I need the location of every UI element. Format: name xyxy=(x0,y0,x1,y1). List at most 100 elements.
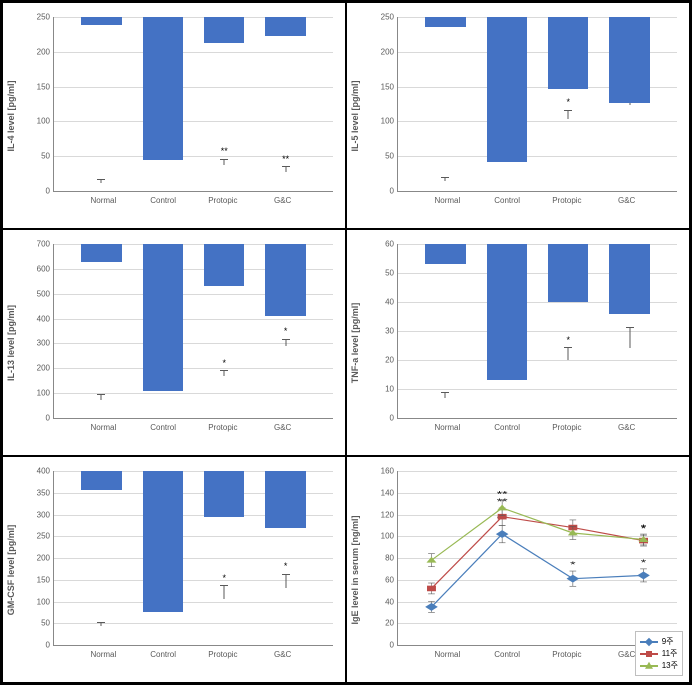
y-tick-label: 50 xyxy=(24,619,50,628)
y-tick-label: 100 xyxy=(368,532,394,541)
y-tick-label: 250 xyxy=(24,532,50,541)
error-cap xyxy=(626,327,634,328)
bar-g&c xyxy=(265,244,306,316)
panel-ige: 020406080100120140160**********IgE level… xyxy=(346,456,690,683)
error-cap xyxy=(97,179,105,180)
y-tick-label: 50 xyxy=(24,152,50,161)
bar-g&c xyxy=(265,471,306,528)
legend-label: 9주 xyxy=(662,636,674,647)
error-bar xyxy=(101,180,102,183)
y-tick-label: 0 xyxy=(24,641,50,650)
y-tick-label: 200 xyxy=(24,47,50,56)
x-tick-label: Normal xyxy=(418,423,478,445)
bar-normal xyxy=(81,17,122,25)
y-tick-label: 300 xyxy=(24,510,50,519)
x-tick-label: Normal xyxy=(74,196,134,218)
bar-protopic xyxy=(548,17,589,89)
x-tick-label: Protopic xyxy=(193,650,253,672)
error-cap xyxy=(441,177,449,178)
legend-label: 13주 xyxy=(662,660,678,671)
error-bar xyxy=(101,623,102,626)
y-axis-label: IL-5 level [pg/ml] xyxy=(350,80,360,151)
error-bar xyxy=(224,371,225,376)
y-axis-label: TNF-a level [pg/ml] xyxy=(350,302,360,383)
error-cap xyxy=(220,585,228,586)
error-cap xyxy=(97,394,105,395)
x-tick-label: G&C xyxy=(253,650,313,672)
figure-grid: 050100150200250******IL-4 level [pg/ml]N… xyxy=(0,0,692,685)
y-tick-label: 150 xyxy=(24,82,50,91)
error-bar xyxy=(568,111,569,119)
error-cap xyxy=(564,347,572,348)
y-tick-label: 700 xyxy=(24,240,50,249)
bar-protopic xyxy=(204,471,245,517)
bar-control xyxy=(487,244,528,380)
legend: 9주11주13주 xyxy=(635,631,683,676)
y-tick-label: 100 xyxy=(24,117,50,126)
x-tick-label: Protopic xyxy=(193,196,253,218)
bar-control xyxy=(143,471,184,612)
x-tick-label: Control xyxy=(133,650,193,672)
y-tick-label: 140 xyxy=(368,488,394,497)
y-tick-label: 200 xyxy=(368,47,394,56)
x-tick-label: Control xyxy=(477,650,537,672)
x-tick-label: Protopic xyxy=(537,423,597,445)
error-bar xyxy=(224,586,225,599)
panel-tnfa: 0102030405060***TNF-a level [pg/ml]Norma… xyxy=(346,229,690,456)
bar-protopic xyxy=(204,244,245,286)
significance-marker: ** xyxy=(282,154,289,164)
significance-marker: * xyxy=(222,358,226,368)
error-cap xyxy=(282,339,290,340)
x-tick-label: Normal xyxy=(418,196,478,218)
bar-protopic xyxy=(548,244,589,302)
x-tick-label: Control xyxy=(133,423,193,445)
y-tick-label: 50 xyxy=(368,269,394,278)
x-tick-label: Protopic xyxy=(537,196,597,218)
error-cap xyxy=(564,110,572,111)
error-bar xyxy=(285,575,286,589)
legend-label: 11주 xyxy=(662,648,678,659)
bar-control xyxy=(143,17,184,160)
y-tick-label: 200 xyxy=(24,364,50,373)
y-tick-label: 100 xyxy=(24,597,50,606)
y-tick-label: 200 xyxy=(24,554,50,563)
svg-text:*: * xyxy=(641,523,647,533)
error-bar xyxy=(101,395,102,400)
line-plot-svg: ********** xyxy=(398,471,677,645)
y-axis-label: IL-13 level [pg/ml] xyxy=(6,304,16,380)
y-tick-label: 80 xyxy=(368,554,394,563)
bar-normal xyxy=(81,244,122,262)
significance-marker: * xyxy=(222,573,226,583)
significance-marker: * xyxy=(566,97,570,107)
panel-il5: 050100150200250****IL-5 level [pg/ml]Nor… xyxy=(346,2,690,229)
y-tick-label: 20 xyxy=(368,356,394,365)
significance-marker: * xyxy=(284,561,288,571)
x-tick-label: Protopic xyxy=(537,650,597,672)
error-bar xyxy=(224,160,225,165)
error-bar xyxy=(445,178,446,181)
x-tick-label: Control xyxy=(477,423,537,445)
y-tick-label: 0 xyxy=(368,414,394,423)
y-tick-label: 150 xyxy=(24,575,50,584)
y-tick-label: 120 xyxy=(368,510,394,519)
x-tick-label: G&C xyxy=(597,423,657,445)
error-cap xyxy=(220,159,228,160)
y-tick-label: 160 xyxy=(368,467,394,476)
y-axis-label: IgE level in serum [ng/ml] xyxy=(350,515,360,624)
legend-item: 13주 xyxy=(640,660,678,671)
y-tick-label: 350 xyxy=(24,488,50,497)
y-axis-label: IL-4 level [pg/ml] xyxy=(6,80,16,151)
y-tick-label: 30 xyxy=(368,327,394,336)
y-tick-label: 40 xyxy=(368,597,394,606)
y-tick-label: 0 xyxy=(24,414,50,423)
bar-control xyxy=(487,17,528,162)
error-cap xyxy=(441,392,449,393)
legend-item: 11주 xyxy=(640,648,678,659)
x-tick-label: G&C xyxy=(253,196,313,218)
y-tick-label: 500 xyxy=(24,289,50,298)
y-tick-label: 100 xyxy=(368,117,394,126)
series-marker xyxy=(637,571,650,579)
panel-il13: 0100200300400500600700****IL-13 level [p… xyxy=(2,229,346,456)
bar-g&c xyxy=(609,17,650,103)
y-tick-label: 150 xyxy=(368,82,394,91)
